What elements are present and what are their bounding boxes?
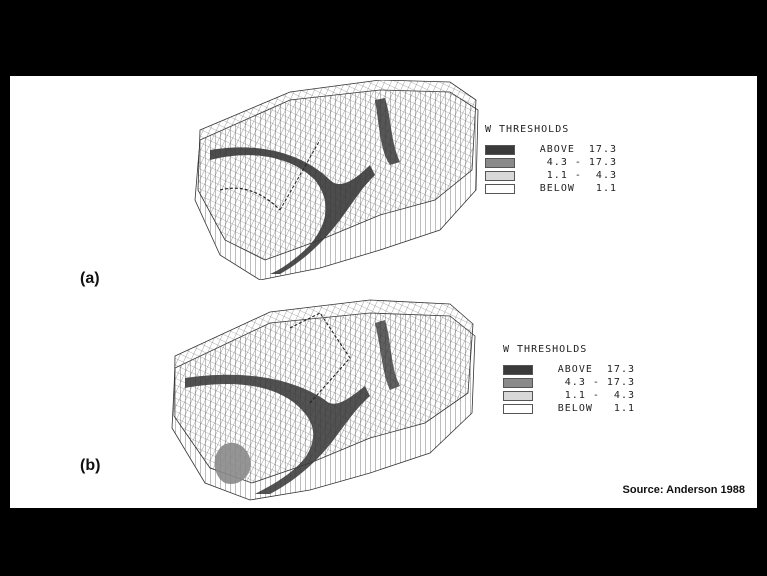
legend-a: W THRESHOLDS ABOVE 17.3 4.3 - 17.3 1.1 -…	[485, 124, 617, 195]
legend-row: BELOW 1.1	[503, 402, 635, 415]
legend-label: 4.3 - 17.3	[546, 157, 617, 168]
terrain-map-b	[171, 299, 476, 501]
legend-label: ABOVE 17.3	[539, 144, 617, 155]
legend-swatch-white	[485, 183, 515, 194]
legend-row: BELOW 1.1	[485, 182, 617, 195]
legend-swatch-white	[503, 403, 533, 414]
legend-label: ABOVE 17.3	[557, 364, 635, 375]
legend-label: 1.1 - 4.3	[564, 390, 635, 401]
panel-label-b: (b)	[80, 457, 101, 474]
panel-label-a: (a)	[80, 270, 100, 287]
legend-label: BELOW 1.1	[539, 183, 617, 194]
legend-row: 4.3 - 17.3	[485, 156, 617, 169]
slide-canvas: (a) W THRESHOLDS ABOVE 17.3 4.3 - 17.3 1…	[10, 76, 757, 508]
legend-b: W THRESHOLDS ABOVE 17.3 4.3 - 17.3 1.1 -…	[503, 344, 635, 415]
legend-row: ABOVE 17.3	[485, 143, 617, 156]
legend-row: ABOVE 17.3	[503, 363, 635, 376]
legend-row: 4.3 - 17.3	[503, 376, 635, 389]
legend-swatch-dark	[503, 364, 533, 375]
source-caption: Source: Anderson 1988	[622, 484, 745, 496]
terrain-map-a	[194, 80, 479, 280]
legend-label: 4.3 - 17.3	[564, 377, 635, 388]
legend-swatch-light	[485, 170, 515, 181]
legend-swatch-medium	[503, 377, 533, 388]
legend-title: W THRESHOLDS	[503, 344, 588, 355]
legend-swatch-light	[503, 390, 533, 401]
legend-row: 1.1 - 4.3	[503, 389, 635, 402]
legend-title: W THRESHOLDS	[485, 124, 570, 135]
legend-label: 1.1 - 4.3	[546, 170, 617, 181]
legend-label: BELOW 1.1	[557, 403, 635, 414]
legend-swatch-medium	[485, 157, 515, 168]
legend-swatch-dark	[485, 144, 515, 155]
legend-row: 1.1 - 4.3	[485, 169, 617, 182]
